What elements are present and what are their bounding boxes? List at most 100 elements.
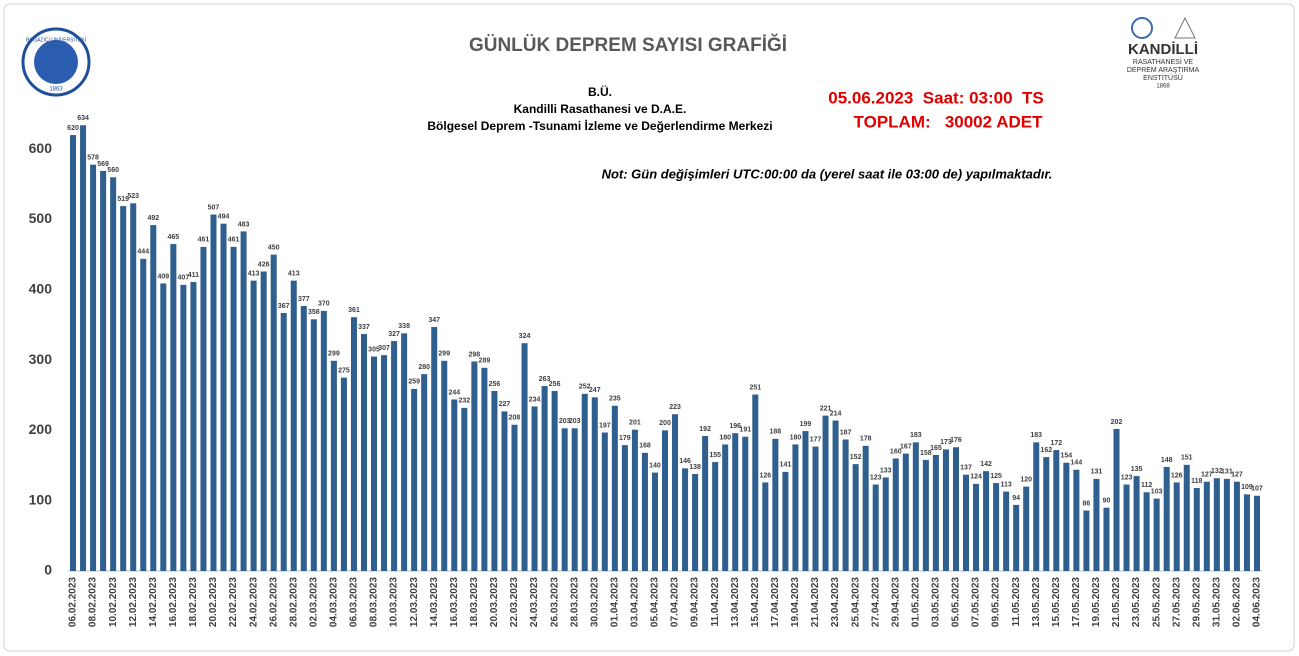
data-label: 275 <box>338 367 350 374</box>
data-label: 180 <box>790 434 802 441</box>
bar <box>852 464 859 571</box>
bar <box>1033 442 1040 571</box>
x-tick-label: 28.03.2023 <box>569 577 580 627</box>
logo-text: KANDİLLİ <box>1128 41 1198 58</box>
data-label: 109 <box>1241 484 1253 491</box>
data-label: 178 <box>860 436 872 443</box>
data-label: 183 <box>910 432 922 439</box>
bar <box>461 407 468 571</box>
bar <box>932 454 939 571</box>
data-label: 125 <box>990 473 1002 480</box>
bar <box>1153 498 1160 571</box>
bar <box>571 428 578 571</box>
data-label: 200 <box>659 420 671 427</box>
bar <box>651 472 658 571</box>
x-tick-label: 24.02.2023 <box>248 577 259 627</box>
bar <box>381 355 388 571</box>
bar <box>391 341 398 571</box>
data-label: 247 <box>589 387 601 394</box>
x-tick-label: 02.06.2023 <box>1232 577 1243 627</box>
x-tick-label: 20.03.2023 <box>489 577 500 627</box>
data-label: 138 <box>689 464 701 471</box>
right-logo: KANDİLLİ RASATHANESİ VE DEPREM ARAŞTIRMA… <box>1127 16 1199 90</box>
x-tick-label: 25.04.2023 <box>850 577 861 627</box>
bar <box>581 393 588 571</box>
bar <box>1123 484 1130 571</box>
data-label: 426 <box>258 261 270 268</box>
x-tick-label: 19.04.2023 <box>790 577 801 627</box>
x-tick-label: 19.05.2023 <box>1091 577 1102 627</box>
x-tick-label: 11.04.2023 <box>710 577 721 627</box>
data-label: 298 <box>469 351 481 358</box>
x-tick-label: 22.03.2023 <box>509 577 520 627</box>
x-tick-label: 10.02.2023 <box>108 577 119 627</box>
data-label: 337 <box>358 324 370 331</box>
bar <box>360 334 368 571</box>
data-label: 183 <box>1030 432 1042 439</box>
bar <box>421 374 428 571</box>
data-label: 324 <box>519 333 531 340</box>
x-tick-label: 08.03.2023 <box>369 577 380 627</box>
data-label: 444 <box>137 249 149 256</box>
bar <box>591 397 598 571</box>
x-tick-label: 14.02.2023 <box>148 577 159 627</box>
bar <box>611 405 618 571</box>
data-label: 377 <box>298 296 310 303</box>
data-label: 560 <box>107 167 119 174</box>
bar <box>1183 464 1190 571</box>
bar <box>320 310 327 571</box>
x-tick-label: 01.05.2023 <box>910 577 921 627</box>
data-label: 251 <box>749 384 761 391</box>
bar <box>882 477 889 571</box>
data-label: 176 <box>950 437 962 444</box>
data-label: 113 <box>1000 481 1011 488</box>
bar <box>1063 462 1070 571</box>
bar <box>170 244 177 572</box>
data-label: 180 <box>719 434 731 441</box>
data-label: 86 <box>1083 500 1091 507</box>
x-tick-label: 13.05.2023 <box>1031 577 1042 627</box>
bar <box>1073 469 1080 571</box>
data-label: 361 <box>348 307 360 314</box>
x-tick-label: 07.05.2023 <box>971 577 982 627</box>
data-label: 137 <box>960 465 972 472</box>
data-label: 327 <box>388 331 400 338</box>
bar <box>1043 457 1050 571</box>
x-tick-label: 05.05.2023 <box>951 577 962 627</box>
data-label: 523 <box>127 193 139 200</box>
data-label: 461 <box>228 237 240 244</box>
bar <box>802 431 809 571</box>
bar <box>541 386 548 571</box>
bar <box>752 394 759 571</box>
x-tick-label: 25.05.2023 <box>1151 577 1162 627</box>
data-label: 203 <box>559 418 571 425</box>
x-tick-label: 17.04.2023 <box>770 577 781 627</box>
bar <box>310 319 317 571</box>
x-tick-label: 12.03.2023 <box>409 577 420 627</box>
data-label: 126 <box>1171 472 1183 479</box>
bar <box>280 312 287 571</box>
data-label: 208 <box>509 415 521 422</box>
data-label: 154 <box>1061 453 1073 460</box>
bar <box>330 360 337 571</box>
logo-text: 1863 <box>49 87 63 93</box>
data-label: 203 <box>569 418 581 425</box>
x-tick-label: 16.02.2023 <box>168 577 179 627</box>
data-label: 256 <box>489 381 501 388</box>
data-label: 168 <box>639 443 651 450</box>
bar <box>511 424 518 571</box>
x-tick-label: 28.02.2023 <box>288 577 299 627</box>
y-tick-label: 600 <box>29 140 53 156</box>
data-label: 307 <box>378 345 390 352</box>
bar <box>782 471 789 571</box>
data-label: 227 <box>499 401 511 408</box>
data-label: 131 <box>1221 469 1233 476</box>
x-tick-label: 31.05.2023 <box>1211 577 1222 627</box>
bar <box>1203 481 1210 571</box>
bar <box>340 377 347 571</box>
bar <box>270 254 277 571</box>
data-label: 450 <box>268 244 280 251</box>
x-tick-label: 09.05.2023 <box>991 577 1002 627</box>
x-tick-label: 11.05.2023 <box>1011 577 1022 627</box>
